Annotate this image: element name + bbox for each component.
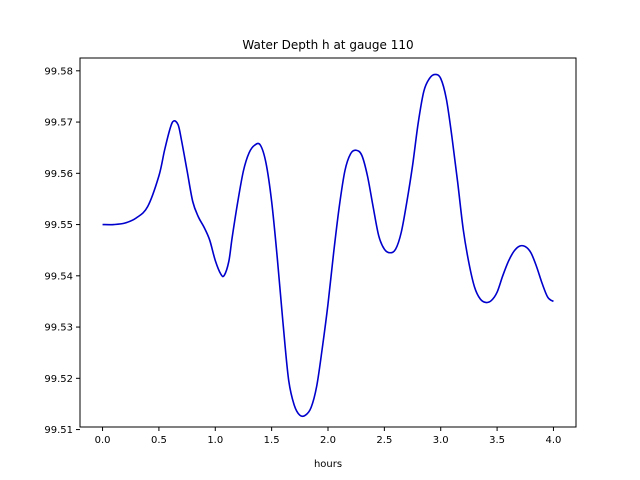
y-tick-label: 99.53	[44, 323, 73, 334]
x-tick-label: 1.0	[207, 435, 223, 446]
x-tick-label: 0.5	[151, 435, 167, 446]
y-tick-label: 99.51	[44, 425, 73, 436]
chart-title: Water Depth h at gauge 110	[242, 38, 413, 52]
x-axis-ticks: 0.0 0.5 1.0 1.5 2.0 2.5 3.0 3.5 4.0	[95, 427, 562, 446]
y-tick-label: 99.58	[44, 66, 73, 77]
x-tick-label: 3.0	[433, 435, 449, 446]
y-axis-ticks: 99.51 99.52 99.53 99.54 99.55 99.56 99.57 99.58	[44, 66, 80, 436]
series-line	[102, 73, 554, 418]
x-axis-label: hours	[314, 459, 342, 470]
plot-area	[80, 58, 576, 427]
y-tick-label: 99.57	[44, 118, 73, 129]
x-tick-label: 4.0	[546, 435, 562, 446]
x-tick-label: 2.5	[376, 435, 392, 446]
x-tick-label: 2.0	[320, 435, 336, 446]
x-tick-label: 1.5	[264, 435, 280, 446]
data-layer	[102, 73, 554, 418]
y-tick-label: 99.55	[44, 220, 73, 231]
y-tick-label: 99.54	[44, 271, 73, 282]
x-tick-label: 3.5	[489, 435, 505, 446]
y-tick-label: 99.56	[44, 169, 73, 180]
y-tick-label: 99.52	[44, 374, 73, 385]
x-tick-label: 0.0	[95, 435, 111, 446]
